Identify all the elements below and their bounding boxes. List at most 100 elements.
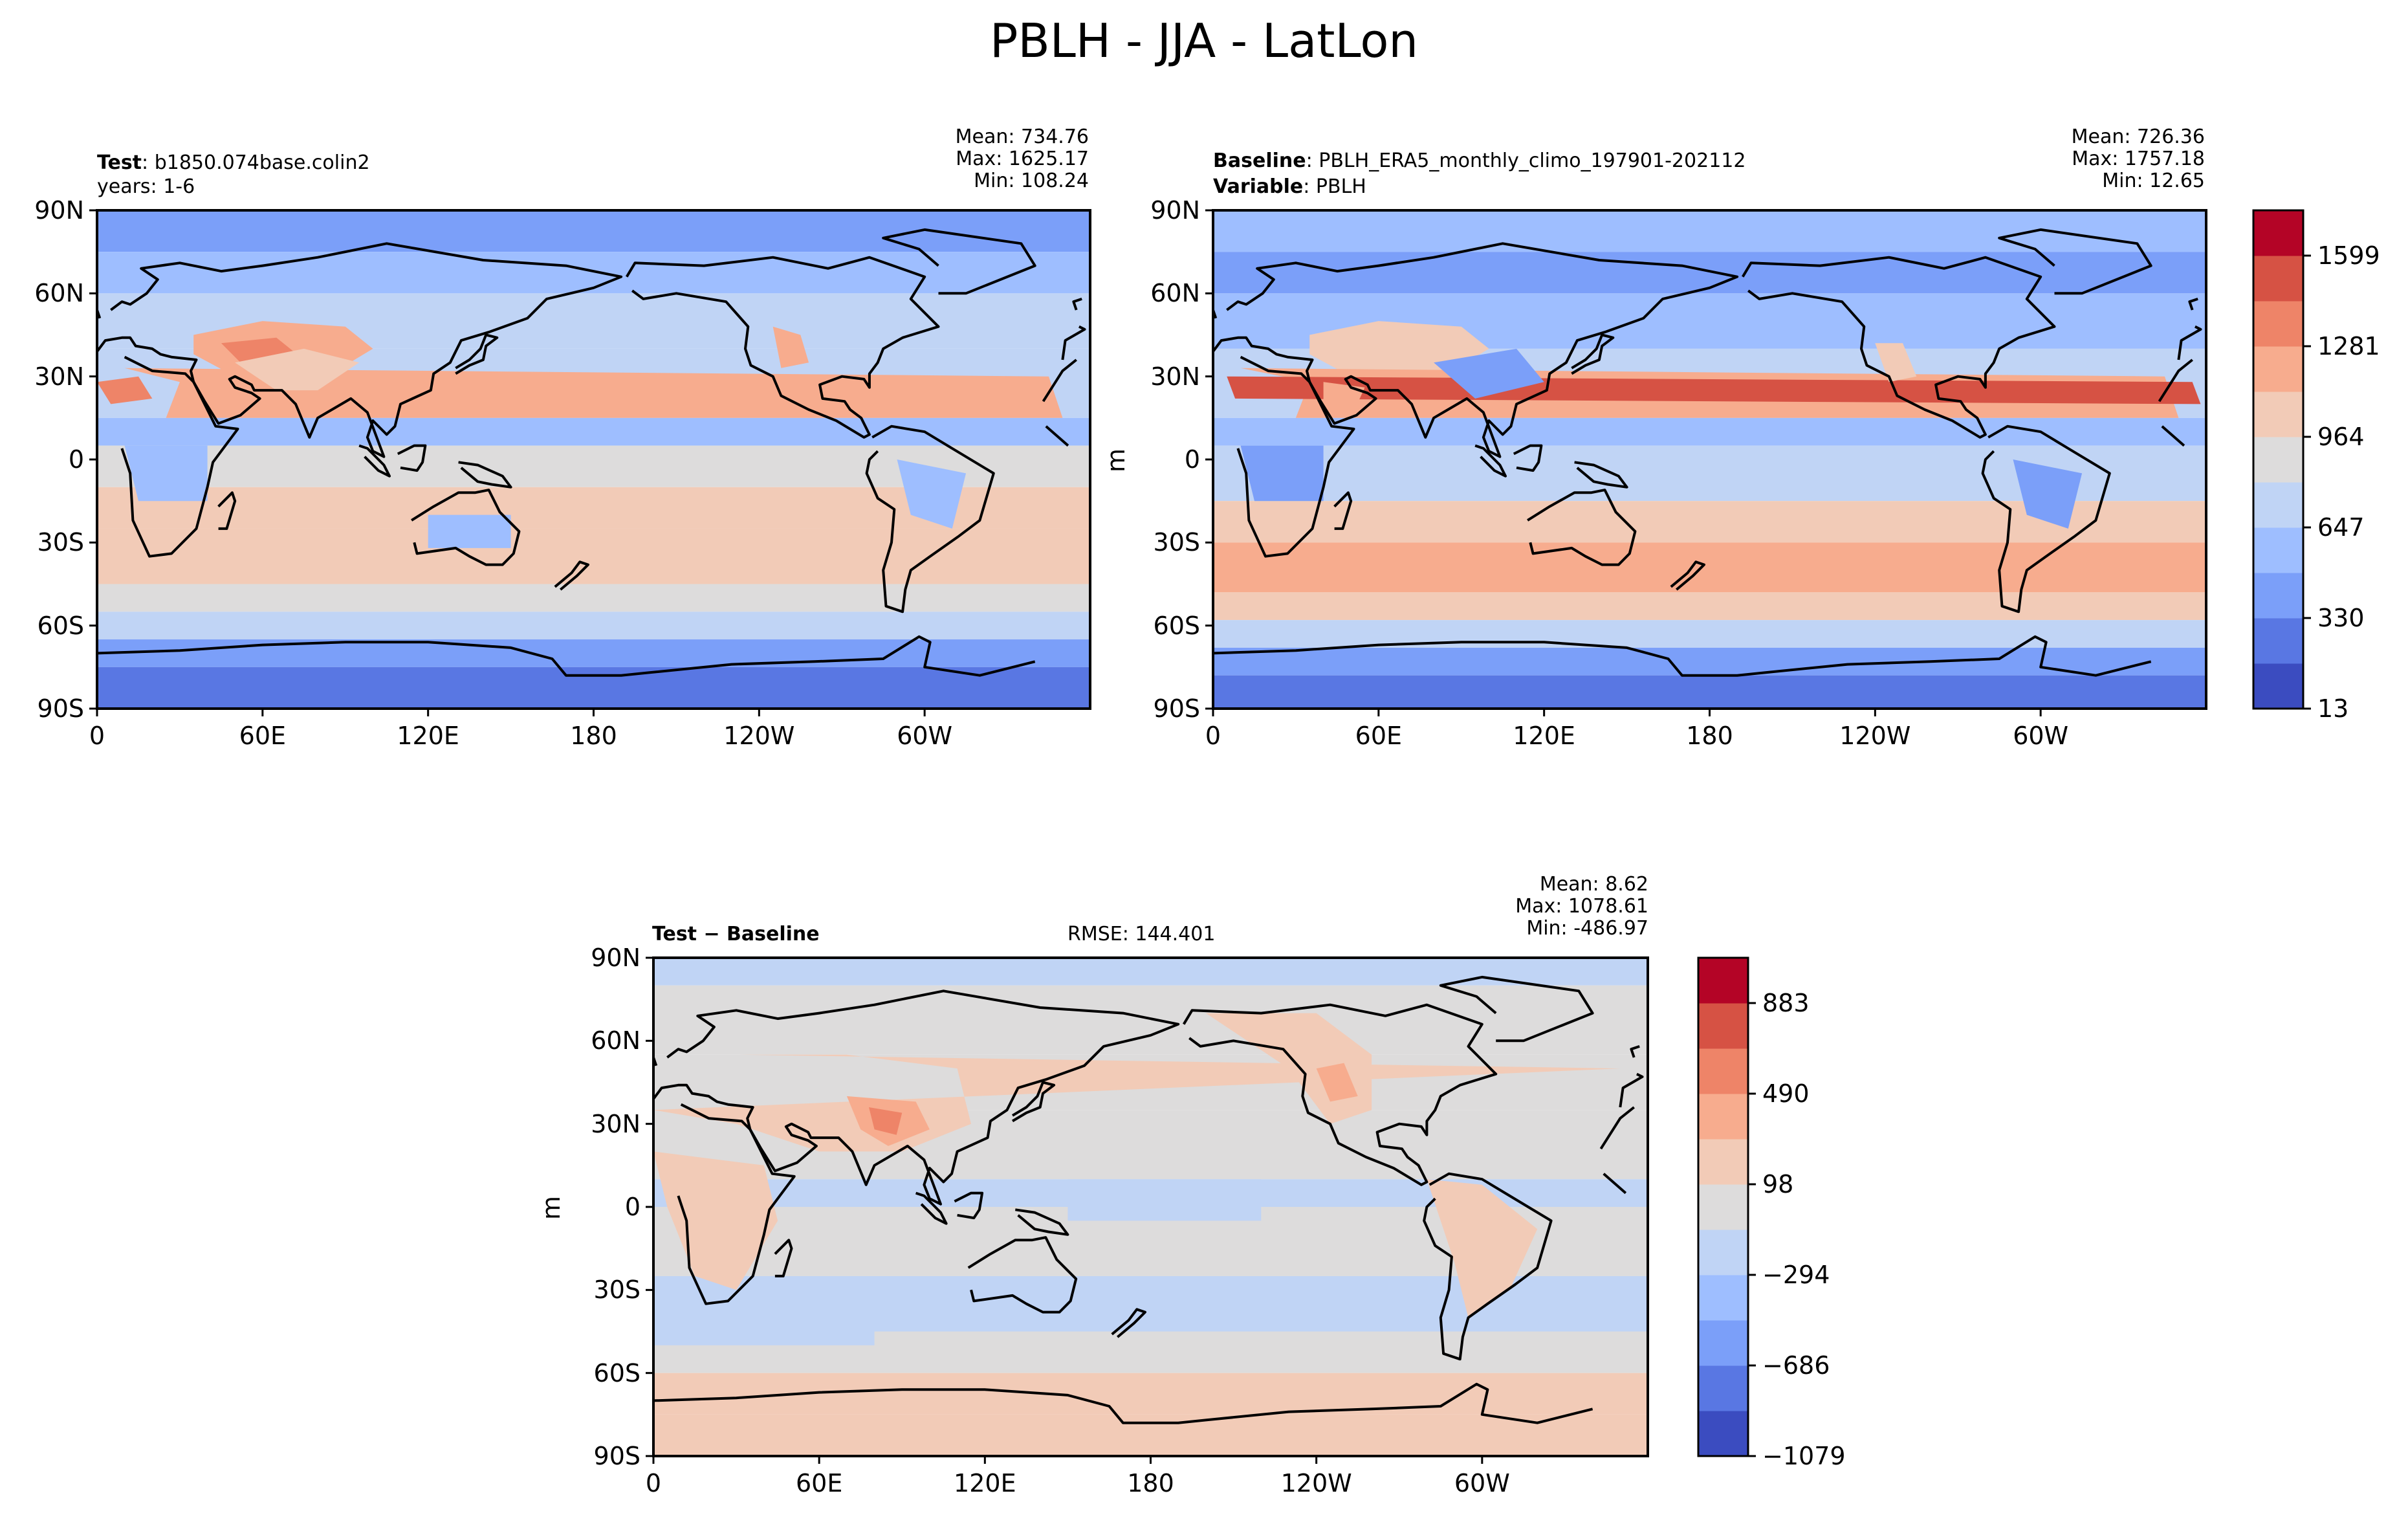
- australia-coast: [967, 1236, 1078, 1314]
- japan-coast: [1011, 1081, 1056, 1123]
- ytick-label: 60N: [34, 279, 84, 308]
- colorbar-segment: [2253, 437, 2303, 483]
- colorbar-segment: [2253, 346, 2303, 392]
- colorbar-ticks: [2303, 254, 2311, 710]
- madagascar-coast: [217, 491, 237, 530]
- africa-coast: [1599, 1106, 1635, 1150]
- sumatra-coast: [915, 1191, 948, 1225]
- australia-coast: [1527, 489, 1637, 566]
- lat-band: [1213, 252, 2206, 294]
- africa-coast: [1603, 1173, 1627, 1195]
- tick-marks: [1205, 209, 2042, 716]
- borneo-coast: [954, 1191, 984, 1220]
- xtick-label: 120E: [1513, 722, 1575, 750]
- africa-coast: [2161, 425, 2185, 447]
- baseline-label-sep: :: [1306, 149, 1319, 172]
- eurasia-coast: [652, 989, 1180, 1206]
- xtick-label: 180: [570, 722, 617, 750]
- diff-min: Min: -486.97: [1526, 917, 1648, 940]
- newguinea-coast: [1574, 461, 1628, 489]
- xtick-label: 60E: [239, 722, 287, 750]
- ytick-label: 90N: [1150, 196, 1200, 225]
- africa-coast: [120, 355, 239, 558]
- xtick-label: 120E: [397, 722, 459, 750]
- test-label-bold: Test: [97, 151, 142, 174]
- africa-coast: [677, 1103, 796, 1305]
- xtick-label: 60W: [897, 722, 953, 750]
- eurasia-coast: [96, 242, 623, 458]
- baseline-variable-value: PBLH: [1315, 175, 1366, 198]
- ytick-label: 30S: [593, 1276, 640, 1305]
- colorbar-segment: [2253, 573, 2303, 619]
- colorbar-tick-label: −294: [1762, 1261, 1830, 1289]
- eurasia-coast: [2177, 325, 2202, 360]
- baseline-bands: [1213, 210, 2206, 709]
- colorbar-segment: [2253, 210, 2303, 256]
- test-years: years: 1-6: [97, 175, 195, 198]
- colorbar-segments: [2253, 210, 2303, 709]
- diff-rmse: RMSE: 144.401: [1067, 923, 1216, 945]
- colorbar-segment: [1698, 1365, 1748, 1411]
- africa-coast: [1042, 359, 1077, 403]
- greenland-coast: [1439, 975, 1594, 1043]
- ytick-label: 90S: [37, 694, 84, 723]
- samerica-coast: [1423, 1172, 1553, 1361]
- field-patch: [1316, 1063, 1358, 1102]
- test-label-value: b1850.074base.colin2: [154, 151, 370, 174]
- colorbar-frame: [2252, 209, 2304, 710]
- antarctica-coast: [1212, 635, 2152, 677]
- diff-unit-label: m: [537, 1195, 565, 1220]
- borneo-coast: [1513, 444, 1543, 472]
- ytick-label: 0: [1184, 445, 1200, 474]
- namerica-coast: [1182, 1003, 1498, 1186]
- xtick-label: 180: [1127, 1469, 1174, 1497]
- ytick-label: 90N: [591, 944, 640, 972]
- colorbar-segment: [1698, 1230, 1748, 1276]
- lat-band: [653, 985, 1648, 1055]
- field-patch: [1240, 445, 1324, 502]
- ytick-label: 30S: [37, 528, 84, 557]
- antarctica-coast: [96, 635, 1036, 677]
- coastlines: [652, 975, 1644, 1456]
- field-patch: [1434, 348, 1544, 399]
- ytick-label: 30N: [591, 1109, 640, 1138]
- lat-band: [97, 639, 1090, 667]
- sumatra-coast: [358, 444, 391, 478]
- ytick-label: 0: [624, 1193, 640, 1221]
- baseline-label: Baseline: PBLH_ERA5_monthly_climo_197901…: [1213, 150, 1746, 172]
- nz-coast: [554, 560, 589, 591]
- newguinea-coast: [458, 461, 512, 489]
- lat-band: [1213, 620, 2206, 648]
- field-patch: [1427, 1179, 1538, 1318]
- colorbar-segment: [1698, 1048, 1748, 1094]
- baseline-variable-sep: :: [1303, 175, 1316, 198]
- colorbar-segment: [1698, 1003, 1748, 1049]
- colorbar-ticks: [1748, 1002, 1756, 1457]
- ytick-label: 30N: [34, 362, 84, 391]
- colorbar-segment: [1698, 1320, 1748, 1366]
- xtick-label: 120E: [954, 1469, 1016, 1497]
- xtick-label: 120W: [1280, 1469, 1352, 1497]
- baseline-variable-bold: Variable: [1213, 175, 1304, 198]
- australia-coast: [411, 489, 521, 566]
- colorbar-segment: [1698, 958, 1748, 1004]
- test-mean: Mean: 734.76: [955, 126, 1089, 148]
- diff-label: Test − Baseline: [652, 923, 820, 945]
- xtick-label: 0: [1205, 722, 1221, 750]
- colorbar-segment: [2253, 392, 2303, 437]
- antarctica-coast: [653, 1382, 1593, 1424]
- ytick-label: 30N: [1150, 362, 1200, 391]
- test-min: Min: 108.24: [974, 170, 1089, 192]
- tick-marks: [646, 956, 1483, 1464]
- newguinea-coast: [1015, 1208, 1069, 1236]
- ytick-label: 60S: [37, 611, 84, 640]
- africa-coast: [1236, 355, 1355, 558]
- sumatra-coast: [1474, 444, 1507, 478]
- lat-band: [97, 252, 1090, 294]
- baseline-map: [1205, 209, 2207, 716]
- test-bands: [97, 210, 1090, 709]
- greenland-coast: [1998, 228, 2152, 295]
- baseline-min: Min: 12.65: [2102, 170, 2205, 192]
- colorbar-frame: [1697, 956, 1749, 1457]
